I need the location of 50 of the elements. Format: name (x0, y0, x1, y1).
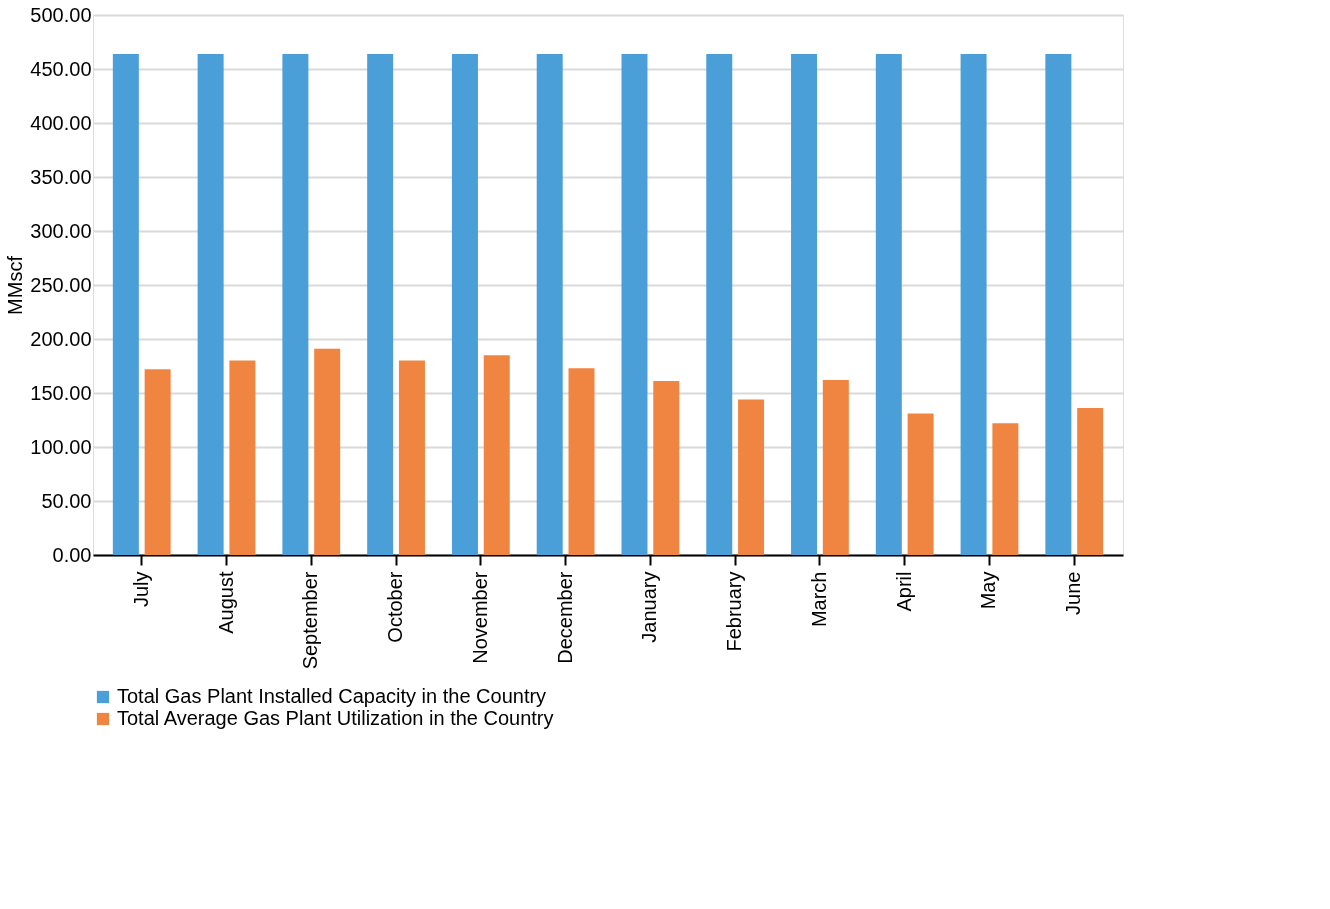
bar (875, 53, 902, 555)
bar (960, 53, 987, 555)
bar (112, 53, 139, 555)
bar (483, 355, 510, 555)
bar (706, 53, 733, 555)
legend-label: Total Gas Plant Installed Capacity in the Country (117, 685, 547, 707)
x-tick-label: June (1062, 571, 1085, 615)
bar (314, 348, 341, 555)
bar (367, 53, 394, 555)
bar (229, 360, 256, 555)
bar (621, 53, 648, 555)
bar (907, 413, 934, 555)
x-tick-label: May (977, 571, 1000, 610)
x-tick-label: August (214, 571, 237, 634)
y-tick-label: 0.00 (52, 543, 92, 566)
y-tick-label: 500.00 (30, 3, 92, 26)
x-tick-label: March (807, 571, 830, 628)
x-tick-label: July (129, 571, 152, 608)
bar (822, 380, 849, 555)
bar (1045, 53, 1072, 555)
bar (282, 53, 309, 555)
y-tick-label: 350.00 (30, 165, 92, 188)
bar (536, 53, 563, 555)
y-tick-label: 300.00 (30, 219, 92, 242)
y-tick-label: 250.00 (30, 273, 92, 296)
bar (791, 53, 818, 555)
bar (653, 381, 680, 555)
legend-label: Total Average Gas Plant Utilization in the Country (117, 707, 554, 729)
x-tick-label: December (553, 571, 576, 664)
bar (992, 423, 1019, 555)
bar (197, 53, 224, 555)
y-tick-label: 200.00 (30, 327, 92, 350)
y-tick-label: 150.00 (30, 381, 92, 404)
y-tick-label: 100.00 (30, 435, 92, 458)
x-tick-label: February (723, 571, 746, 652)
y-tick-label: 450.00 (30, 57, 92, 80)
bar (1077, 408, 1104, 555)
x-tick-label: October (384, 571, 407, 643)
y-tick-label: 400.00 (30, 111, 92, 134)
bar (451, 53, 478, 555)
bar (144, 369, 171, 555)
y-tick-label: 50.00 (41, 489, 92, 512)
x-tick-label: April (892, 571, 915, 612)
bar (568, 368, 595, 555)
y-axis-title: MMscf (4, 255, 27, 315)
bar (738, 399, 765, 555)
x-tick-label: January (638, 571, 661, 643)
x-tick-label: September (299, 571, 322, 670)
bar (398, 360, 425, 555)
x-tick-label: November (468, 571, 491, 664)
